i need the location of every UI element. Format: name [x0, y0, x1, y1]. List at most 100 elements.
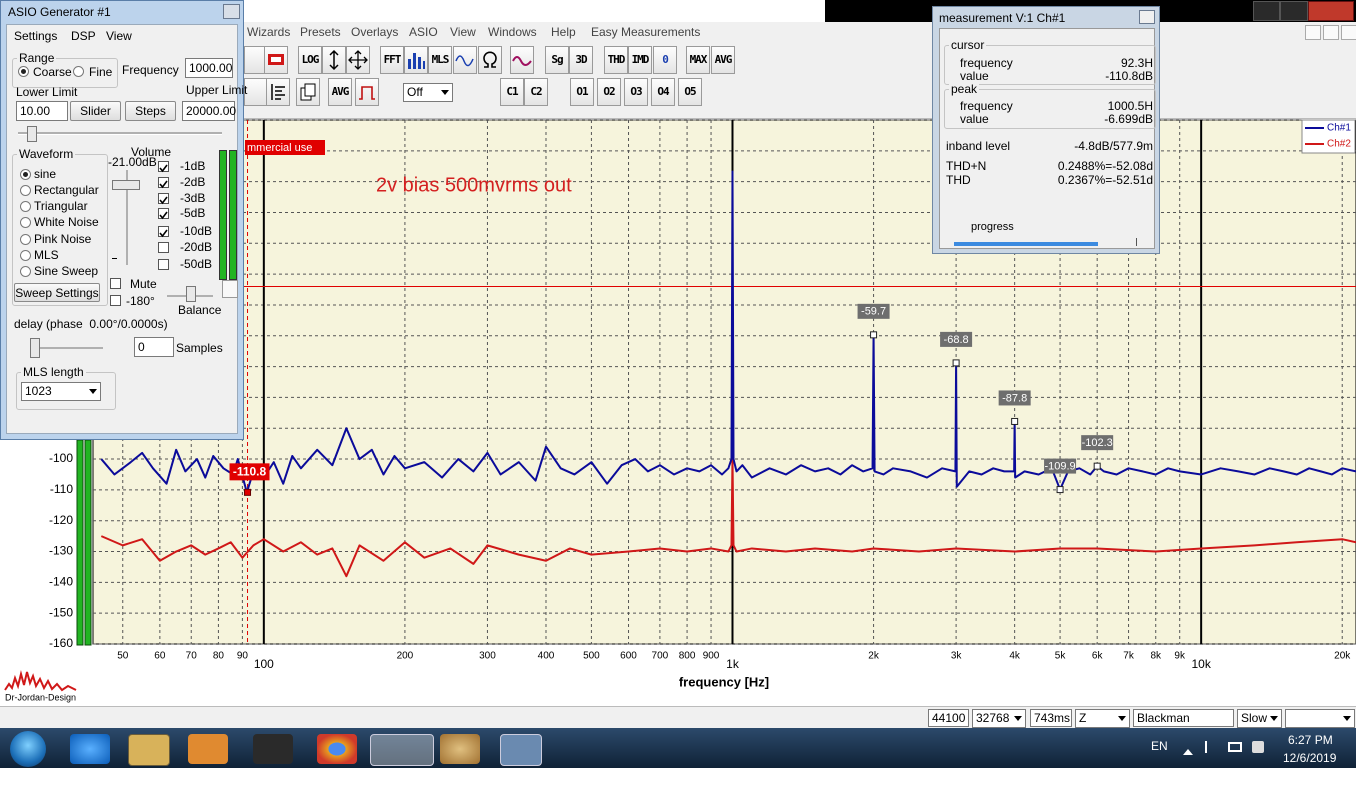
upper-input[interactable]: 20000.00	[182, 101, 236, 121]
radio-label[interactable]: White Noise	[34, 215, 99, 229]
samples-input[interactable]: 0	[134, 337, 174, 357]
toolbar-button[interactable]	[266, 78, 290, 106]
toolbar-button[interactable]	[510, 46, 534, 74]
menu-item[interactable]: Wizards	[247, 25, 291, 39]
radio[interactable]	[18, 66, 29, 77]
slider-thumb[interactable]	[112, 180, 140, 190]
tray-icon[interactable]	[1205, 741, 1219, 753]
menu-item[interactable]: Easy Measurements	[591, 25, 701, 39]
checkbox-label[interactable]: -5dB	[180, 206, 206, 220]
toolbar-button[interactable]: O3	[624, 78, 648, 106]
toolbar-button[interactable]	[296, 78, 320, 106]
menu-item[interactable]: DSP	[71, 29, 96, 43]
start-button[interactable]	[10, 731, 46, 767]
checkbox-label[interactable]: -50dB	[180, 257, 213, 271]
close-button[interactable]	[1308, 1, 1354, 21]
zoom-button[interactable]	[322, 46, 346, 74]
clock-time[interactable]: 6:27 PM	[1288, 733, 1333, 747]
slider-thumb[interactable]	[186, 286, 196, 302]
frequency-input[interactable]: 1000.00	[185, 58, 233, 78]
status-select[interactable]: Slow	[1237, 709, 1282, 728]
radio-label[interactable]: Rectangular	[34, 183, 99, 197]
toolbar-button[interactable]: AVG	[328, 78, 352, 106]
toolbar-button[interactable]: THD	[604, 46, 628, 74]
taskbar-icon[interactable]	[253, 734, 293, 764]
toolbar-button[interactable]	[355, 78, 379, 106]
radio[interactable]	[20, 185, 31, 196]
maximize-button[interactable]	[1280, 1, 1308, 21]
lower-input[interactable]: 10.00	[16, 101, 68, 121]
taskbar-icon-active[interactable]	[370, 734, 434, 766]
toolbar-button[interactable]: C1	[500, 78, 524, 106]
checkbox-label[interactable]: -180°	[126, 294, 155, 308]
toolbar-button[interactable]: IMD	[628, 46, 652, 74]
mls-select[interactable]: 1023	[21, 382, 101, 401]
radio-label[interactable]: Sine Sweep	[34, 264, 99, 278]
tray-arrow[interactable]	[1183, 744, 1193, 755]
taskbar-icon[interactable]	[440, 734, 480, 764]
menu-item[interactable]: Help	[551, 25, 576, 39]
toolbar-button[interactable]: FFT	[380, 46, 404, 74]
language[interactable]: EN	[1151, 739, 1168, 753]
spectrum-button[interactable]	[404, 46, 428, 74]
pan-button[interactable]	[346, 46, 370, 74]
button[interactable]: Steps	[125, 101, 176, 121]
close-button[interactable]	[1139, 10, 1155, 24]
checkbox[interactable]	[158, 242, 169, 253]
toolbar-button[interactable]: MAX	[686, 46, 710, 74]
radio-label[interactable]: MLS	[34, 248, 59, 262]
radio[interactable]	[20, 169, 31, 180]
radio[interactable]	[73, 66, 84, 77]
menu-item[interactable]: View	[450, 25, 476, 39]
checkbox-label[interactable]: -1dB	[180, 159, 206, 173]
checkbox[interactable]	[158, 193, 169, 205]
checkbox[interactable]	[158, 208, 169, 220]
taskbar-icon[interactable]	[188, 734, 228, 764]
taskbar-icon[interactable]	[70, 734, 110, 764]
checkbox-label[interactable]: -3dB	[180, 191, 206, 205]
radio-label[interactable]: Coarse	[33, 65, 72, 79]
toolbar-button[interactable]: O5	[678, 78, 702, 106]
mdi-minimize[interactable]	[1305, 25, 1321, 40]
checkbox-label[interactable]: Mute	[130, 277, 157, 291]
button[interactable]: Slider	[70, 101, 121, 121]
slider-thumb[interactable]	[30, 338, 40, 358]
menu-item[interactable]: Settings	[14, 29, 58, 43]
menu-item[interactable]: ASIO	[409, 25, 438, 39]
toolbar-button[interactable]: O4	[651, 78, 675, 106]
menu-item[interactable]: Windows	[488, 25, 537, 39]
mdi-restore[interactable]	[1323, 25, 1339, 40]
tray-icon[interactable]	[1228, 742, 1242, 752]
menu-item[interactable]: Presets	[300, 25, 341, 39]
toolbar-button[interactable]: 0	[653, 46, 677, 74]
scroll-button[interactable]	[222, 280, 238, 298]
taskbar-icon[interactable]	[317, 734, 357, 764]
toolbar-button[interactable]: MLS	[428, 46, 452, 74]
toolbar-button[interactable]: O1	[570, 78, 594, 106]
menu-item[interactable]: Overlays	[351, 25, 399, 39]
checkbox-label[interactable]: -2dB	[180, 175, 206, 189]
radio[interactable]	[20, 201, 31, 212]
button[interactable]: Sweep Settings	[14, 283, 100, 302]
toolbar-button[interactable]	[244, 78, 268, 106]
radio-label[interactable]: Fine	[89, 65, 113, 79]
radio[interactable]	[20, 250, 31, 261]
checkbox-label[interactable]: -10dB	[180, 224, 213, 238]
checkbox[interactable]	[110, 295, 121, 306]
record-button[interactable]	[264, 46, 288, 74]
status-select[interactable]: 32768	[972, 709, 1026, 728]
slider-thumb[interactable]	[27, 126, 37, 142]
wave-button[interactable]	[453, 46, 477, 74]
toolbar-button[interactable]: 3D	[569, 46, 593, 74]
toolbar-button[interactable]: Sg	[545, 46, 569, 74]
checkbox[interactable]	[158, 226, 169, 238]
radio-label[interactable]: sine	[34, 167, 57, 181]
clock-date[interactable]: 12/6/2019	[1283, 751, 1337, 765]
impedance-button[interactable]	[478, 46, 502, 74]
checkbox[interactable]	[158, 161, 169, 173]
toolbar-button[interactable]: AVG	[711, 46, 735, 74]
radio[interactable]	[20, 217, 31, 228]
taskbar-icon[interactable]	[128, 734, 170, 766]
radio-label[interactable]: Pink Noise	[34, 232, 92, 246]
taskbar-icon[interactable]	[500, 734, 542, 766]
